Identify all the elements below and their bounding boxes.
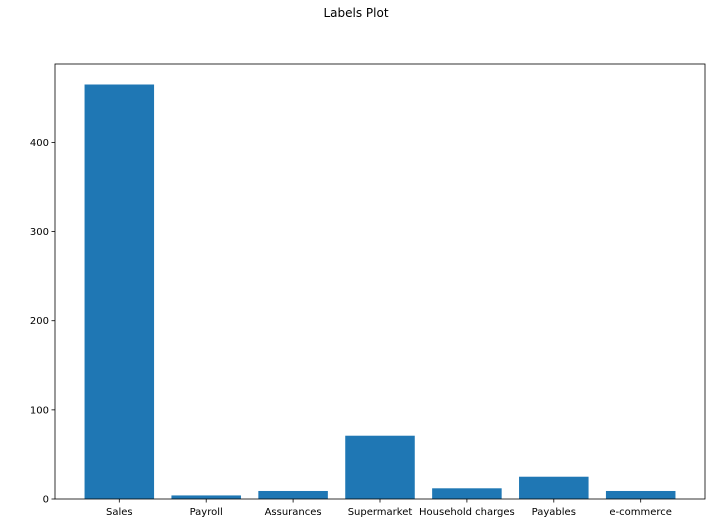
bar-sales: [84, 84, 155, 499]
y-tick-label: 200: [30, 316, 49, 327]
bar-payroll: [171, 495, 241, 499]
y-tick-label: 300: [30, 227, 49, 238]
x-tick-label: Sales: [106, 507, 133, 518]
bar-supermarket: [345, 435, 415, 499]
x-tick-label: Household charges: [419, 507, 515, 518]
x-tick-label: Assurances: [265, 507, 322, 518]
bar-assurances: [258, 490, 328, 499]
x-tick-label: e-commerce: [609, 507, 672, 518]
y-tick-label: 0: [43, 495, 49, 506]
bar-household-charges: [432, 488, 502, 499]
chart-title: Labels Plot: [323, 6, 388, 20]
y-tick-label: 400: [30, 138, 49, 149]
bar-e-commerce: [605, 490, 676, 499]
bar-payables: [519, 476, 589, 499]
axes-layer: 0 100 200 300 400 Sales Payroll Assurances Super…: [30, 63, 706, 518]
x-tick-label: Supermarket: [348, 507, 413, 518]
x-tick-label: Payroll: [190, 507, 223, 518]
bars-layer: [84, 84, 676, 499]
x-tick-label: Payables: [532, 507, 576, 518]
y-tick-label: 100: [30, 405, 49, 416]
